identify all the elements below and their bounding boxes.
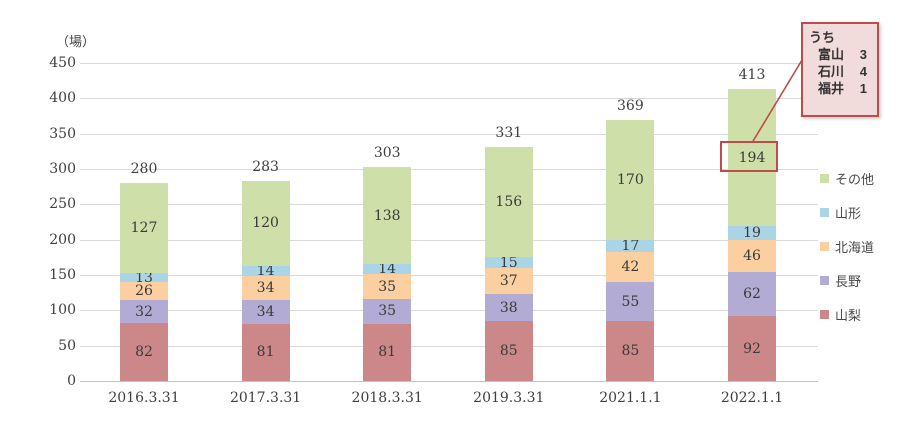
gridline	[80, 98, 818, 100]
bar-segment-山形: 15	[484, 255, 533, 271]
y-axis-tick-label: 300	[49, 161, 76, 177]
annotation-row: 富山 3	[809, 46, 871, 63]
bar-segment-長野: 62	[728, 272, 776, 316]
bar-segment-山梨: 81	[363, 323, 412, 381]
legend-label: 山梨	[835, 307, 862, 323]
x-axis-tick-label: 2022.1.1	[720, 390, 784, 406]
x-axis-tick-label: 2017.3.31	[229, 390, 302, 406]
annotation-value: 4	[859, 64, 867, 79]
bar-segment-北海道: 35	[363, 274, 412, 300]
y-axis-tick-label: 400	[49, 90, 76, 107]
annotation-label: 富山	[818, 47, 845, 62]
bar-total-label: 413	[738, 67, 766, 84]
chart-legend: その他山形北海道長野山梨	[820, 161, 874, 331]
gridline	[80, 310, 818, 312]
x-axis-tick-label: 2016.3.31	[108, 390, 180, 406]
y-axis-tick-label: 100	[49, 302, 76, 319]
gridline	[80, 133, 818, 135]
y-axis-unit-label: （場）	[56, 35, 96, 50]
annotation-callout-box: うち 富山 3 石川 4 福井 1	[801, 22, 879, 117]
bar-segment-その他: 120	[241, 181, 290, 266]
legend-swatch-icon	[820, 275, 829, 285]
x-axis-tick-label: 2018.3.31	[351, 390, 423, 406]
bar-segment-長野: 38	[484, 294, 533, 321]
gridline	[80, 63, 818, 64]
annotation-row: 石川 4	[809, 63, 871, 80]
annotation-row: 福井 1	[809, 80, 871, 97]
bar-segment-北海道: 37	[484, 267, 533, 295]
bar-total-label: 369	[617, 98, 644, 115]
bar-segment-山梨: 92	[728, 316, 776, 381]
bar-segment-山形: 13	[120, 270, 168, 286]
legend-label: 長野	[835, 273, 862, 289]
bar-total-label: 331	[495, 125, 523, 142]
legend-swatch-icon	[820, 241, 829, 251]
annotation-value: 3	[859, 47, 867, 62]
annotation-value: 1	[859, 81, 867, 96]
legend-item-その他: その他	[820, 161, 874, 195]
gridline	[80, 169, 818, 170]
bar-segment-その他: 138	[363, 166, 412, 265]
bar-segment-北海道: 34	[241, 275, 290, 300]
bar-segment-山形: 14	[241, 263, 290, 279]
legend-label: その他	[835, 171, 875, 187]
bar-segment-長野: 34	[241, 299, 290, 324]
bar-segment-山梨: 81	[241, 323, 290, 381]
y-axis-tick-label: 250	[49, 196, 76, 213]
annotation-label: 福井	[818, 81, 845, 96]
legend-swatch-icon	[820, 173, 829, 183]
gridline	[80, 239, 818, 241]
bar-segment-山形: 14	[363, 261, 412, 277]
annotation-label: 石川	[818, 64, 845, 79]
x-axis-tick-label: 2019.3.31	[473, 390, 545, 406]
y-axis-tick-label: 200	[49, 231, 76, 248]
legend-swatch-icon	[820, 207, 829, 217]
bar-segment-その他: 156	[484, 147, 533, 258]
bar-total-label: 303	[373, 144, 401, 161]
highlight-box-194	[720, 141, 778, 173]
legend-swatch-icon	[820, 309, 829, 319]
y-axis-tick-label: 50	[58, 337, 76, 354]
legend-item-山形: 山形	[820, 195, 874, 229]
x-axis-tick-label: 2021.1.1	[599, 390, 662, 406]
gridline	[80, 204, 818, 206]
bar-segment-山形: 19	[728, 225, 776, 241]
gridline	[80, 275, 818, 276]
bar-total-label: 283	[252, 159, 279, 175]
gridline	[80, 345, 818, 347]
bar-segment-山形: 17	[606, 238, 655, 254]
legend-item-山梨: 山梨	[820, 297, 874, 331]
y-axis-tick-label: 150	[49, 267, 76, 283]
bar-segment-その他: 127	[120, 183, 168, 273]
x-axis-line	[80, 381, 818, 382]
bar-segment-長野: 32	[120, 300, 168, 324]
bar-segment-長野: 55	[606, 282, 655, 321]
bar-segment-その他: 170	[606, 120, 655, 241]
y-axis-tick-label: 450	[49, 55, 76, 71]
legend-label: 北海道	[835, 239, 875, 255]
bar-segment-北海道: 26	[120, 282, 168, 301]
legend-label: 山形	[835, 205, 862, 221]
bar-segment-山梨: 85	[484, 320, 533, 381]
bar-segment-長野: 35	[363, 299, 412, 324]
y-axis-tick-label: 350	[49, 125, 76, 142]
legend-item-北海道: 北海道	[820, 229, 874, 263]
annotation-title: うち	[809, 30, 836, 45]
bar-segment-北海道: 42	[606, 252, 655, 283]
y-axis-tick-label: 0	[67, 373, 76, 389]
bar-segment-山梨: 82	[120, 323, 168, 381]
legend-item-長野: 長野	[820, 263, 874, 297]
bar-segment-北海道: 46	[728, 239, 776, 273]
bar-segment-山梨: 85	[606, 320, 655, 381]
bar-total-label: 280	[130, 161, 158, 178]
